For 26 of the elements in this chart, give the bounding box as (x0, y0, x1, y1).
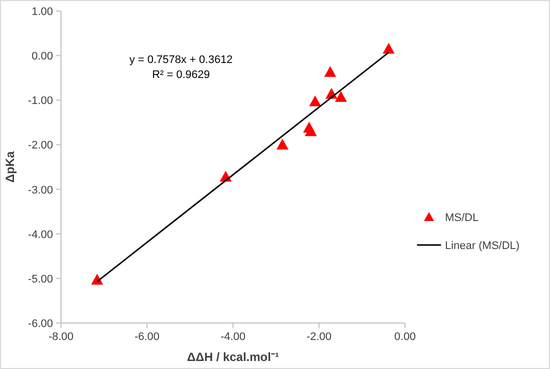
y-tick-label: -2.00 (28, 140, 53, 152)
annotation: y = 0.7578x + 0.3612 (129, 54, 233, 66)
y-tick-label: 0.00 (32, 50, 53, 63)
point (276, 138, 288, 150)
annotation: R² = 0.9629 (152, 69, 210, 81)
y-tick-label: -5.00 (28, 273, 53, 286)
legend-label: MS/DL (445, 212, 479, 224)
x-tick-label: -2.00 (306, 331, 332, 343)
point (91, 274, 104, 285)
y-tick-label: -3.00 (28, 184, 53, 196)
point (309, 95, 322, 106)
point (324, 66, 336, 77)
x-axis-title: ΔΔH / kcal.mol⁻¹ (187, 350, 279, 364)
x-tick-label: -6.00 (134, 331, 160, 343)
point (382, 42, 395, 54)
x-tick-label: -8.00 (48, 331, 74, 343)
x-tick-label: 0.00 (394, 331, 416, 343)
point (304, 125, 317, 136)
y-axis-title: ΔpKa (3, 151, 17, 183)
y-tick-label: -4.00 (28, 228, 53, 241)
point (334, 91, 347, 102)
y-tick-label: -1.00 (28, 95, 53, 108)
y-tick-label: -6.00 (28, 318, 53, 330)
x-tick-label: -4.00 (220, 331, 246, 343)
y-tick-label: 1.00 (32, 6, 53, 18)
legend-label: Linear (MS/DL) (445, 240, 520, 252)
